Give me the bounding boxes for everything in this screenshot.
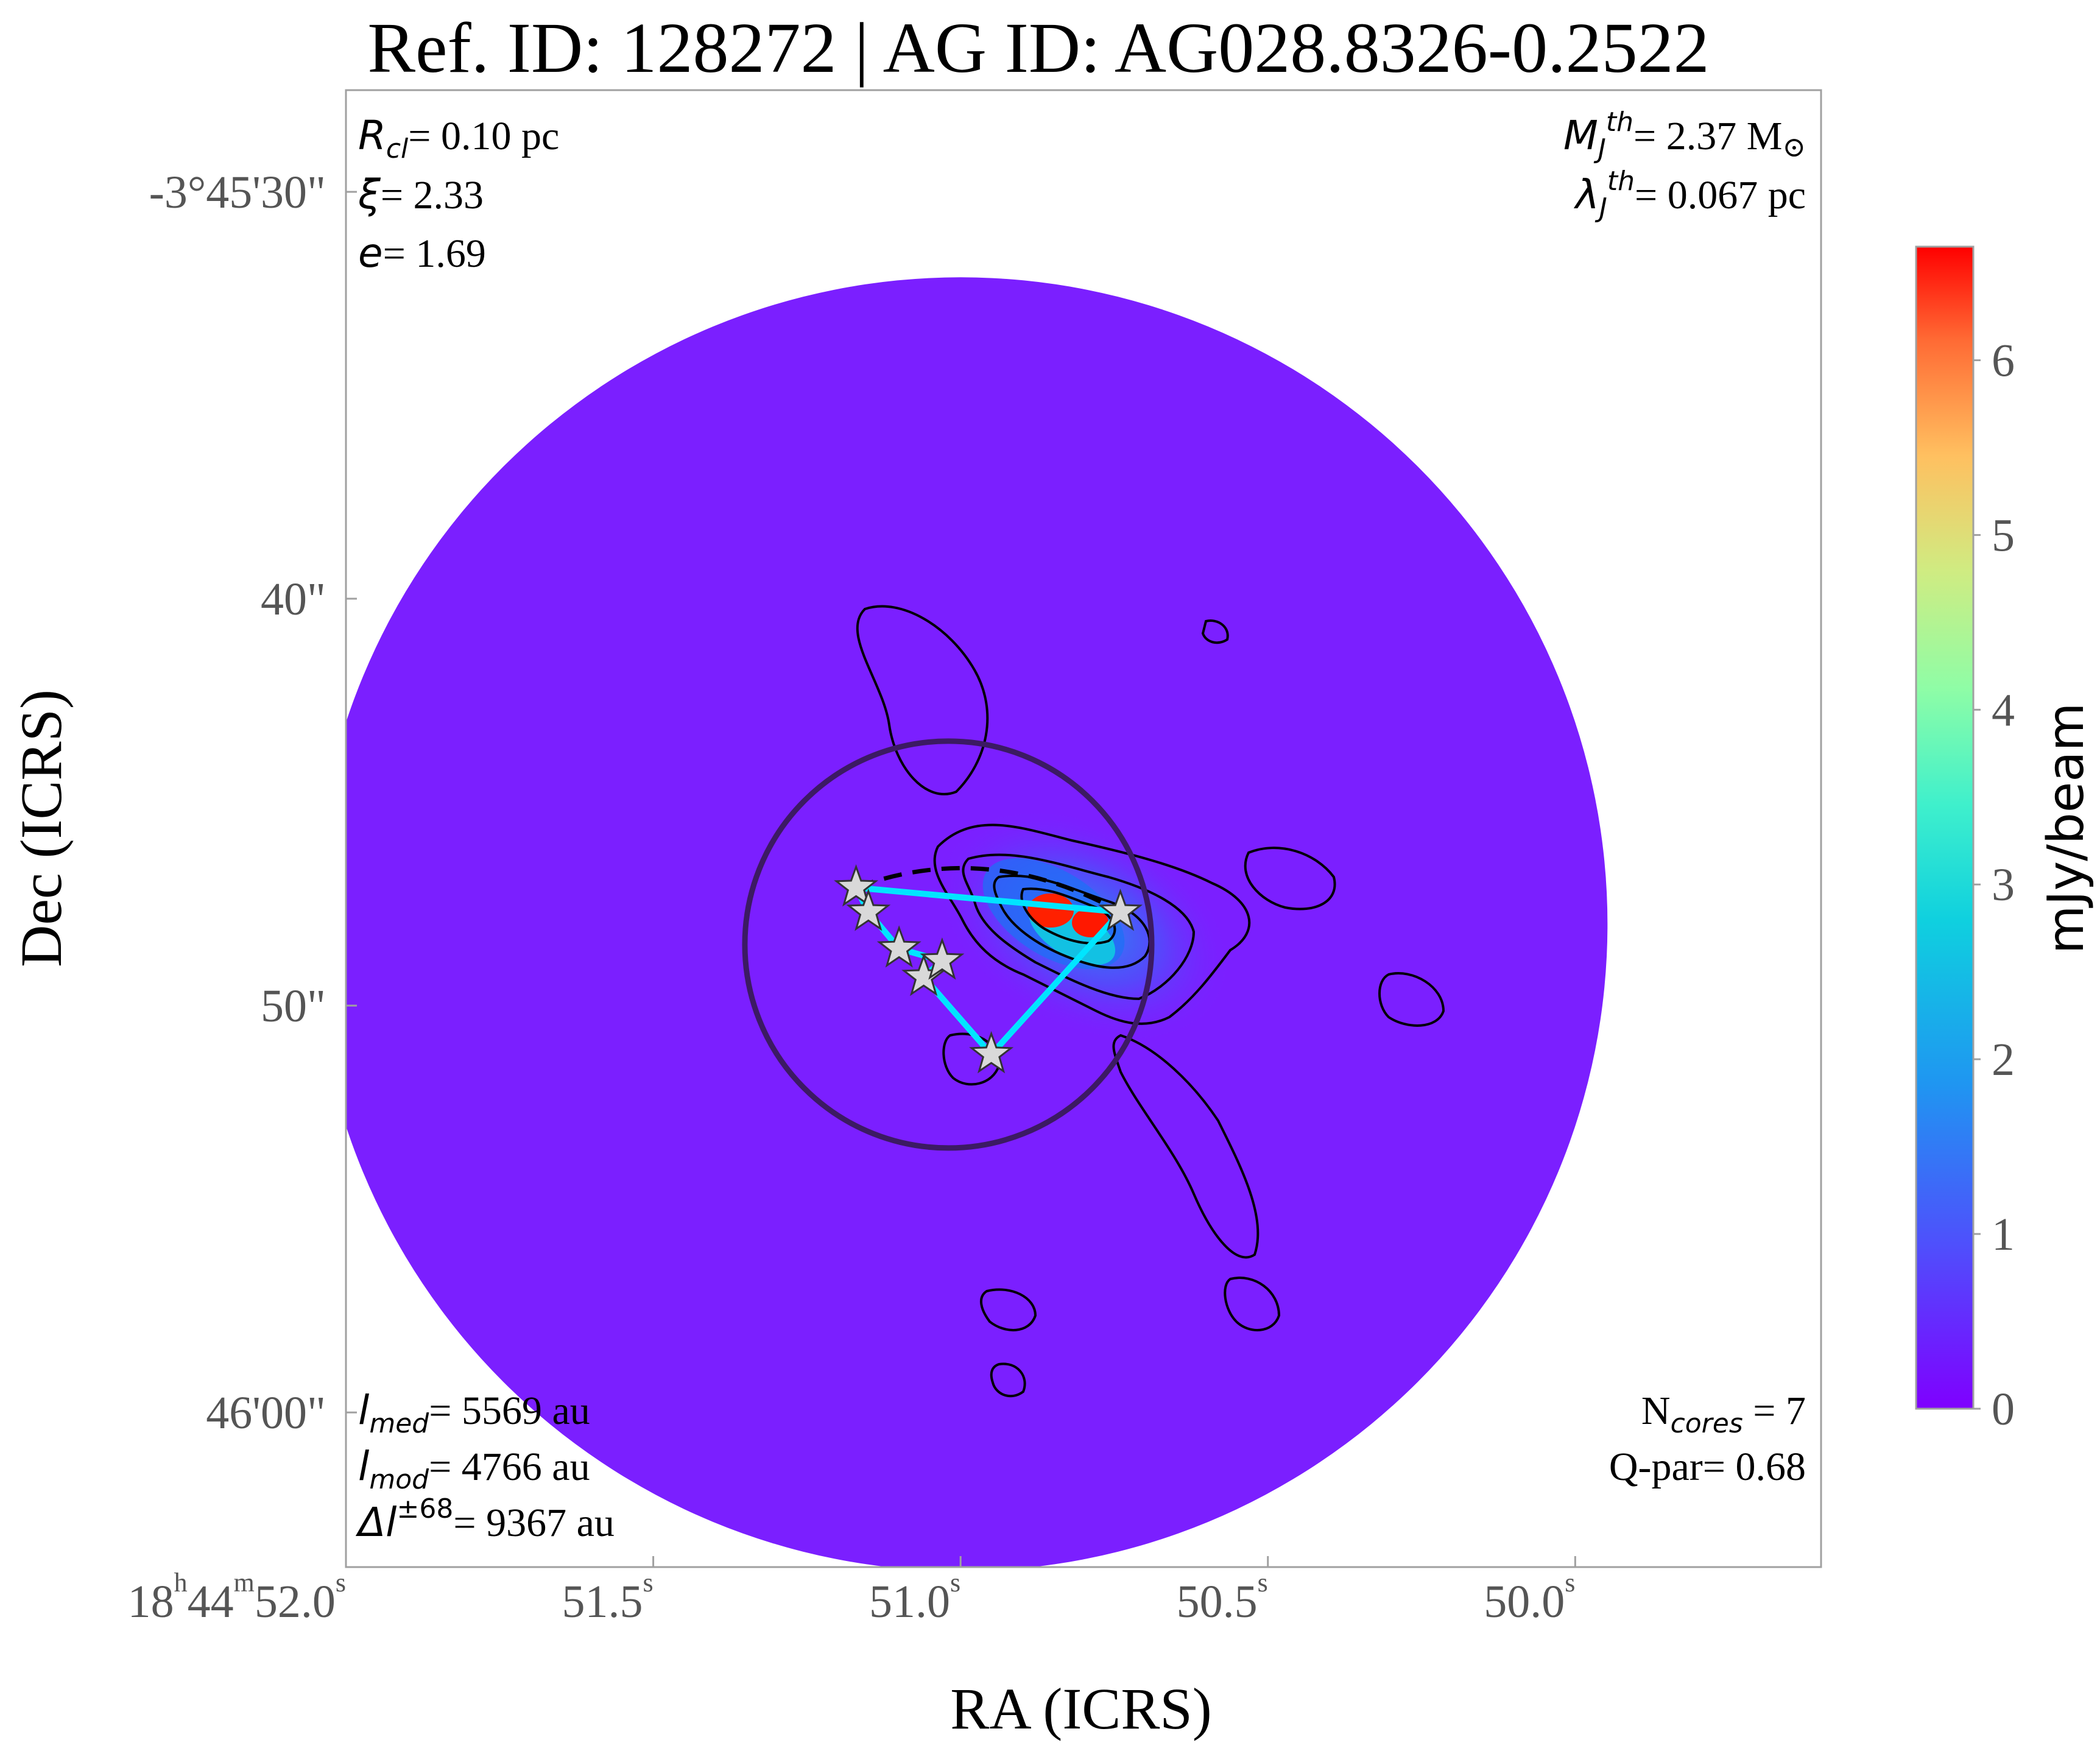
svg-text:Rcl= 0.10 pc: Rcl= 0.10 pc [358,112,559,164]
image-map [346,277,1608,1567]
x-tick-label-2: 51.0s [869,1568,960,1627]
chart-title: Ref. ID: 128272 | AG ID: AG028.8326-0.25… [367,8,1709,88]
core-star-5 [969,1031,1014,1074]
colorbar-tick-label-1: 1 [1992,1209,2015,1260]
x-ticks: 18h44m52.0s 51.5s 51.0s 50.5s 50.0s [128,1556,1576,1627]
x-tick-label-1: 51.5s [562,1568,653,1627]
core-star-4 [920,937,965,980]
core-star-2 [876,925,921,968]
svg-text:e= 1.69: e= 1.69 [358,230,486,277]
y-axis-label: Dec (ICRS) [9,689,74,967]
plot-frame [345,89,1822,1568]
x-axis-label: RA (ICRS) [950,1676,1211,1741]
colorbar-tick-label-0: 0 [1992,1384,2015,1435]
y-tick-label-1: 40" [261,574,326,625]
svg-text:Ncores = 7: Ncores = 7 [1641,1389,1806,1439]
y-tick-label-0: -3°45'30" [149,167,326,218]
colorbar-tick-label-6: 6 [1992,335,2015,386]
y-ticks: -3°45'30" 40" 50" 46'00" [149,167,357,1439]
svg-text:lmod= 4766 au: lmod= 4766 au [358,1443,590,1495]
annotation-bottom-right: Ncores = 7 Q-par= 0.68 [1609,1389,1806,1489]
colorbar-label: mJy/beam [2037,703,2095,954]
clump-circle [742,738,1155,1151]
core-star-6 [1098,889,1143,931]
svg-text:Q-par= 0.68: Q-par= 0.68 [1609,1445,1806,1489]
x-tick-label-0: 18h44m52.0s [128,1568,346,1627]
x-tick-label-4: 50.0s [1484,1568,1575,1627]
colorbar [1915,245,1975,1410]
cores [834,864,1143,1074]
colorbar-ticks: 0 1 2 3 4 5 6 [1973,335,2015,1435]
svg-text:ξ= 2.33: ξ= 2.33 [358,171,484,218]
core-star-1 [846,888,891,931]
y-tick-label-3: 46'00" [206,1387,326,1439]
core-star-0 [834,864,879,907]
svg-text:lmed= 5569 au: lmed= 5569 au [358,1387,590,1439]
mst-edge-5 [988,909,1124,1058]
x-tick-label-3: 50.5s [1177,1568,1268,1627]
dashed-ellipse-arc [855,865,1122,914]
svg-text:λJth= 0.067 pc: λJth= 0.067 pc [1574,166,1806,224]
annotation-top-right: MJth= 2.37 M⊙ λJth= 0.067 pc [1563,107,1806,224]
colorbar-tick-label-5: 5 [1992,510,2015,561]
emission-region [935,808,1233,1044]
y-tick-label-2: 50" [261,981,326,1032]
svg-text:MJth= 2.37 M⊙: MJth= 2.37 M⊙ [1563,107,1806,164]
colorbar-tick-label-2: 2 [1992,1034,2015,1085]
mst-edge-6 [853,884,1124,915]
contours [856,605,1445,1398]
annotation-bottom-left: lmed= 5569 au lmod= 4766 au Δl±68= 9367 … [355,1387,615,1546]
colorbar-tick-label-4: 4 [1992,685,2015,736]
colorbar-tick-label-3: 3 [1992,859,2015,911]
svg-text:Δl±68= 9367 au: Δl±68= 9367 au [355,1493,615,1546]
annotation-top-left: Rcl= 0.10 pc ξ= 2.33 e= 1.69 [358,112,559,277]
